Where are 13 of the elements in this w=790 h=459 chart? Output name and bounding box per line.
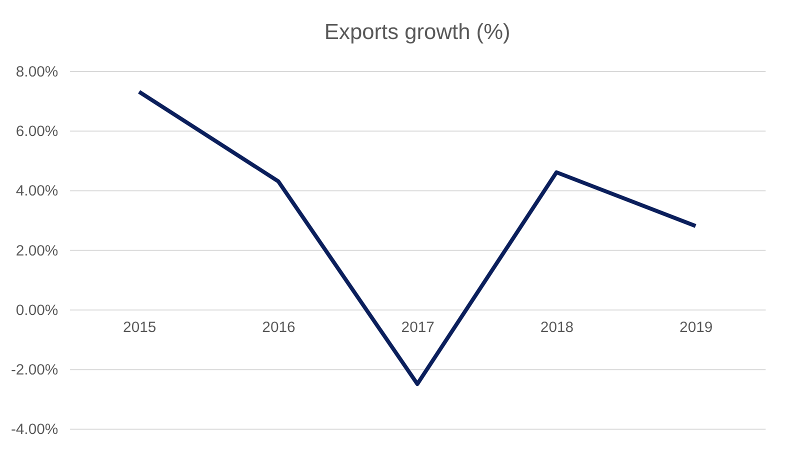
y-tick-label: 0.00% — [16, 302, 58, 319]
x-tick-label: 2015 — [123, 320, 156, 336]
y-tick-label: -2.00% — [10, 362, 58, 379]
y-tick-label: 4.00% — [16, 184, 58, 200]
chart-title: Exports growth (%) — [324, 19, 510, 44]
y-tick-label: 8.00% — [16, 64, 58, 80]
y-tick-label: 2.00% — [16, 243, 58, 260]
y-tick-label: -4.00% — [10, 422, 58, 438]
x-tick-label: 2018 — [540, 320, 574, 336]
x-tick-label: 2017 — [401, 320, 434, 336]
x-tick-label: 2016 — [262, 320, 296, 336]
x-tick-label: 2019 — [680, 320, 713, 336]
y-tick-label: 6.00% — [16, 124, 58, 140]
